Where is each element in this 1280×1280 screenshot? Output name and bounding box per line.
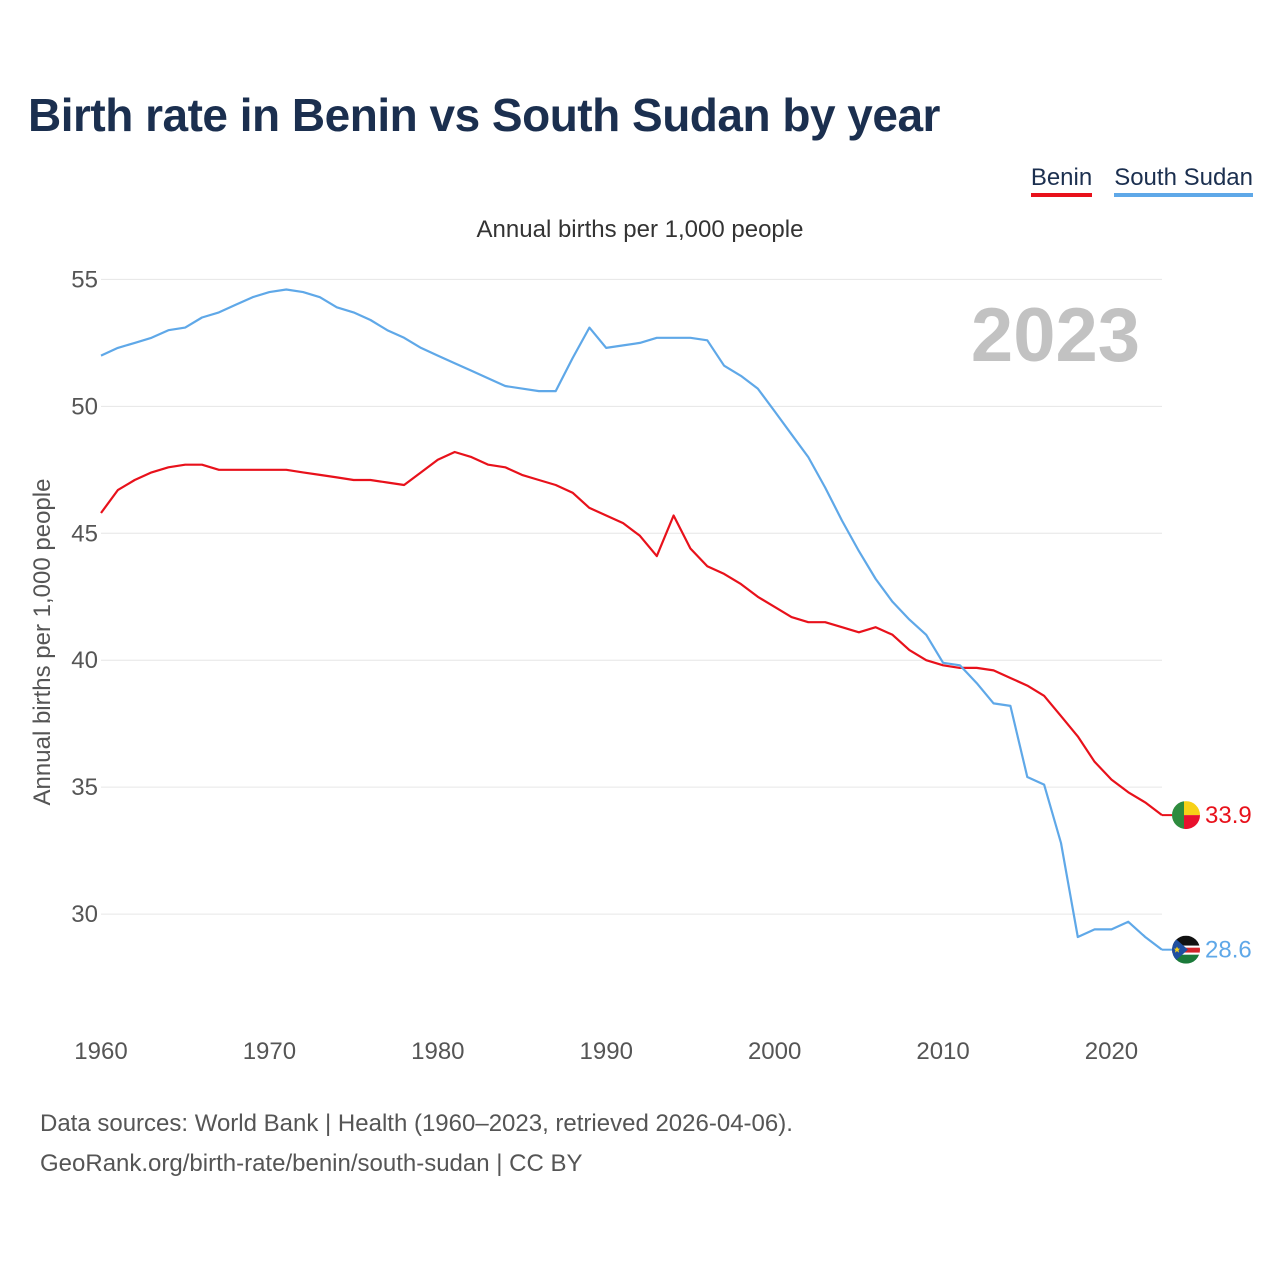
legend: Benin South Sudan (1030, 164, 1253, 197)
benin-flag-icon (1172, 801, 1200, 830)
y-tick-label: 30 (71, 901, 98, 928)
line-chart: 2023 30 35 40 45 50 55 1960 1970 1980 1990 2000 20… (29, 266, 1252, 1065)
y-tick-label: 35 (71, 774, 98, 801)
legend-label-benin: Benin (1030, 164, 1093, 191)
x-tick-label: 2020 (1085, 1038, 1138, 1065)
x-tick-label: 1970 (243, 1038, 296, 1065)
grid-lines (101, 278, 1162, 915)
ss-flag-black (1172, 935, 1200, 946)
legend-item-benin[interactable]: Benin (1030, 164, 1093, 197)
series-line-benin[interactable] (100, 450, 1163, 816)
benin-flag-green (1172, 801, 1184, 830)
chart-subtitle: Annual births per 1,000 people (476, 216, 804, 243)
series-lines (100, 288, 1163, 951)
year-watermark: 2023 (971, 293, 1140, 378)
ss-flag-green (1172, 954, 1200, 964)
south-sudan-flag-icon (1172, 935, 1200, 964)
south-sudan-end-value: 28.6 (1205, 937, 1252, 964)
chart-title: Birth rate in Benin vs South Sudan by ye… (28, 89, 940, 141)
y-tick-label: 50 (71, 393, 98, 420)
x-tick-label: 2000 (748, 1038, 801, 1065)
ss-flag-star (1174, 946, 1180, 953)
benin-flag-yellow (1184, 801, 1200, 816)
y-tick-label: 55 (71, 266, 98, 293)
footer: Data sources: World Bank | Health (1960–… (40, 1104, 793, 1184)
ss-flag-blue-triangle (1172, 935, 1188, 964)
legend-label-south-sudan: South Sudan (1114, 164, 1253, 191)
source-link[interactable]: GeoRank.org/birth-rate/benin/south-sudan… (40, 1150, 583, 1177)
x-axis-ticks: 1960 1970 1980 1990 2000 2010 2020 (74, 1038, 1138, 1065)
series-line-south-sudan[interactable] (100, 288, 1163, 951)
ss-flag-white-1 (1172, 945, 1200, 948)
x-tick-label: 1960 (74, 1038, 127, 1065)
y-axis-ticks: 30 35 40 45 50 55 (71, 266, 98, 928)
ss-flag-white-2 (1172, 952, 1200, 955)
legend-item-south-sudan[interactable]: South Sudan (1114, 164, 1253, 197)
benin-flag-red (1184, 815, 1200, 830)
y-axis-label: Annual births per 1,000 people (29, 479, 56, 806)
y-tick-label: 45 (71, 520, 98, 547)
end-markers (1162, 801, 1200, 964)
x-tick-label: 1990 (580, 1038, 633, 1065)
data-source-note: Data sources: World Bank | Health (1960–… (40, 1110, 793, 1137)
x-tick-label: 2010 (916, 1038, 969, 1065)
x-tick-label: 1980 (411, 1038, 464, 1065)
y-tick-label: 40 (71, 647, 98, 674)
benin-end-value: 33.9 (1205, 802, 1252, 829)
